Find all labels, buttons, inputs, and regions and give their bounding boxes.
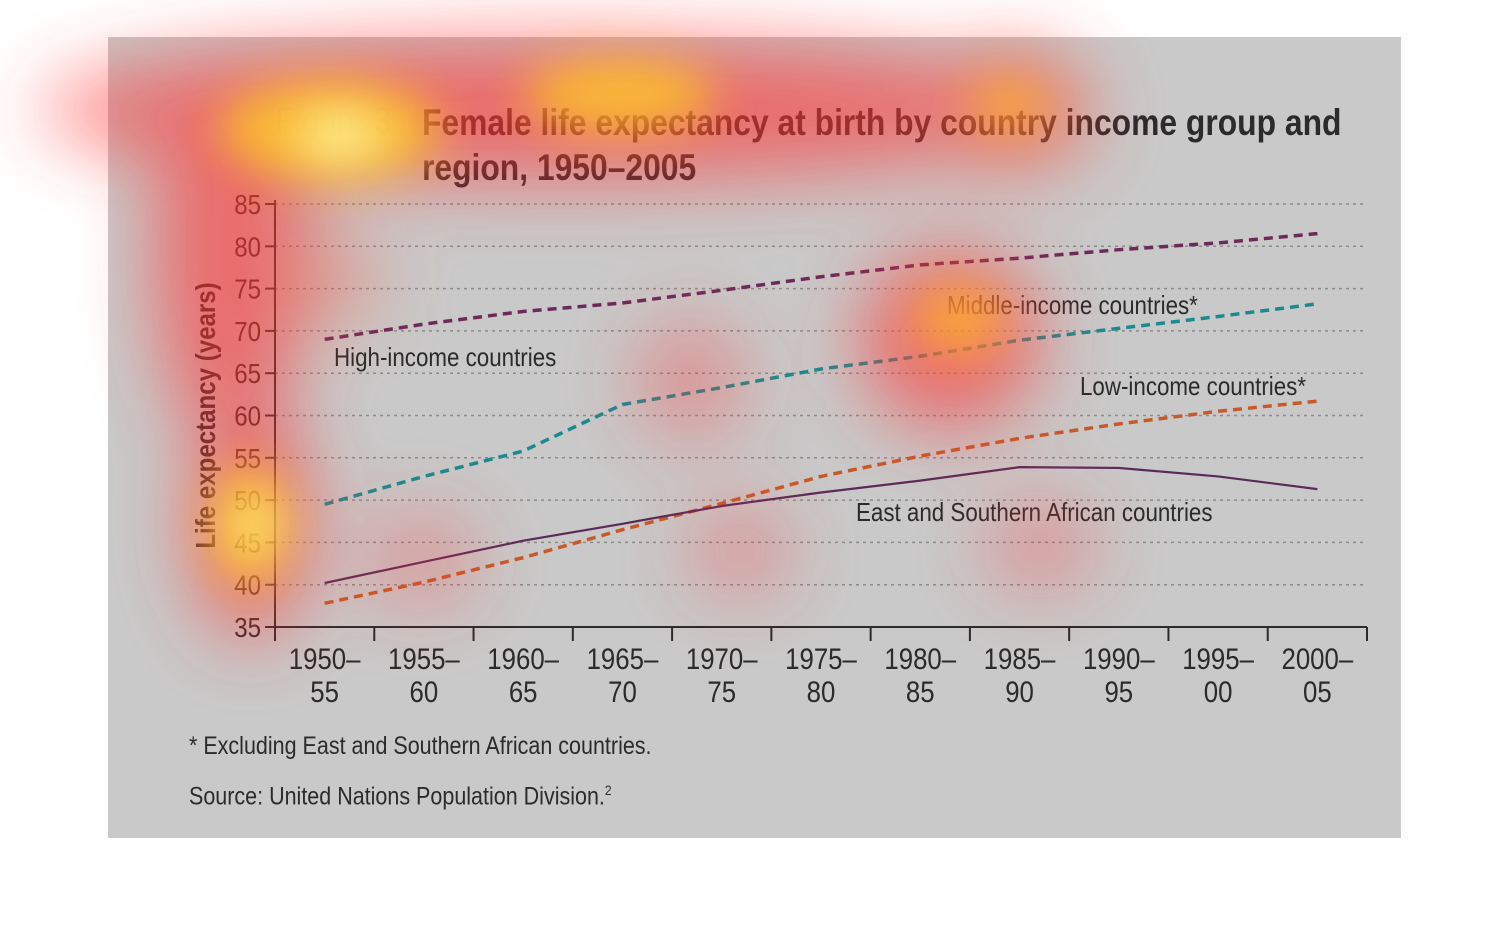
y-tick-label: 50 bbox=[234, 484, 261, 516]
x-tick-label-top: 1965– bbox=[587, 642, 659, 675]
series-line bbox=[324, 466, 1318, 585]
y-axis-title: Life expectancy (years) bbox=[189, 282, 221, 548]
y-tick-label: 70 bbox=[234, 315, 261, 347]
source-note: Source: United Nations Population Divisi… bbox=[189, 782, 612, 811]
x-tick-label-bottom: 60 bbox=[410, 675, 439, 708]
series-label: East and Southern African countries bbox=[856, 498, 1213, 527]
series-line bbox=[324, 399, 1318, 606]
x-tick-label-top: 1975– bbox=[785, 642, 857, 675]
x-tick-label-bottom: 55 bbox=[310, 675, 339, 708]
series-label: Low-income countries* bbox=[1080, 372, 1307, 401]
y-tick-label: 75 bbox=[234, 273, 261, 305]
x-tick-label-bottom: 75 bbox=[707, 675, 736, 708]
x-tick-label-bottom: 65 bbox=[509, 675, 538, 708]
source-text: Source: United Nations Population Divisi… bbox=[189, 782, 605, 811]
x-tick-label-bottom: 05 bbox=[1303, 675, 1332, 708]
y-tick-label: 80 bbox=[234, 231, 261, 263]
source-reference: 2 bbox=[604, 782, 612, 798]
x-tick-label-bottom: 80 bbox=[807, 675, 836, 708]
x-tick-label-bottom: 70 bbox=[608, 675, 637, 708]
footnote: * Excluding East and Southern African co… bbox=[189, 732, 652, 760]
x-tick-label-bottom: 95 bbox=[1104, 675, 1133, 708]
x-tick-label-top: 1950– bbox=[289, 642, 361, 675]
y-tick-label: 40 bbox=[234, 569, 261, 601]
series-label: Middle-income countries* bbox=[947, 291, 1198, 320]
x-tick-label-top: 1990– bbox=[1083, 642, 1155, 675]
y-tick-label: 35 bbox=[234, 611, 261, 643]
x-tick-label-top: 1955– bbox=[388, 642, 460, 675]
series-label: High-income countries bbox=[334, 343, 556, 372]
y-tick-label: 60 bbox=[234, 400, 261, 432]
series-line bbox=[324, 231, 1318, 342]
x-tick-label-top: 1960– bbox=[487, 642, 559, 675]
x-tick-label-bottom: 00 bbox=[1204, 675, 1233, 708]
x-tick-label-top: 2000– bbox=[1282, 642, 1354, 675]
series-lines bbox=[324, 231, 1318, 606]
x-tick-label-top: 1985– bbox=[984, 642, 1056, 675]
x-tick-label-bottom: 85 bbox=[906, 675, 935, 708]
x-tick-label-top: 1970– bbox=[686, 642, 758, 675]
y-tick-label: 45 bbox=[234, 527, 261, 559]
grid-lines bbox=[275, 203, 1367, 586]
y-tick-label: 55 bbox=[234, 442, 261, 474]
series-line bbox=[324, 302, 1318, 507]
x-tick-label-top: 1980– bbox=[884, 642, 956, 675]
y-tick-label: 85 bbox=[234, 188, 261, 220]
x-tick-label-top: 1995– bbox=[1182, 642, 1254, 675]
x-tick-label-bottom: 90 bbox=[1005, 675, 1034, 708]
axes: 35 40 45 50 55 60 65 70 75 80 85 Life expectancy (y… bbox=[189, 188, 1368, 708]
y-tick-label: 65 bbox=[234, 357, 261, 389]
